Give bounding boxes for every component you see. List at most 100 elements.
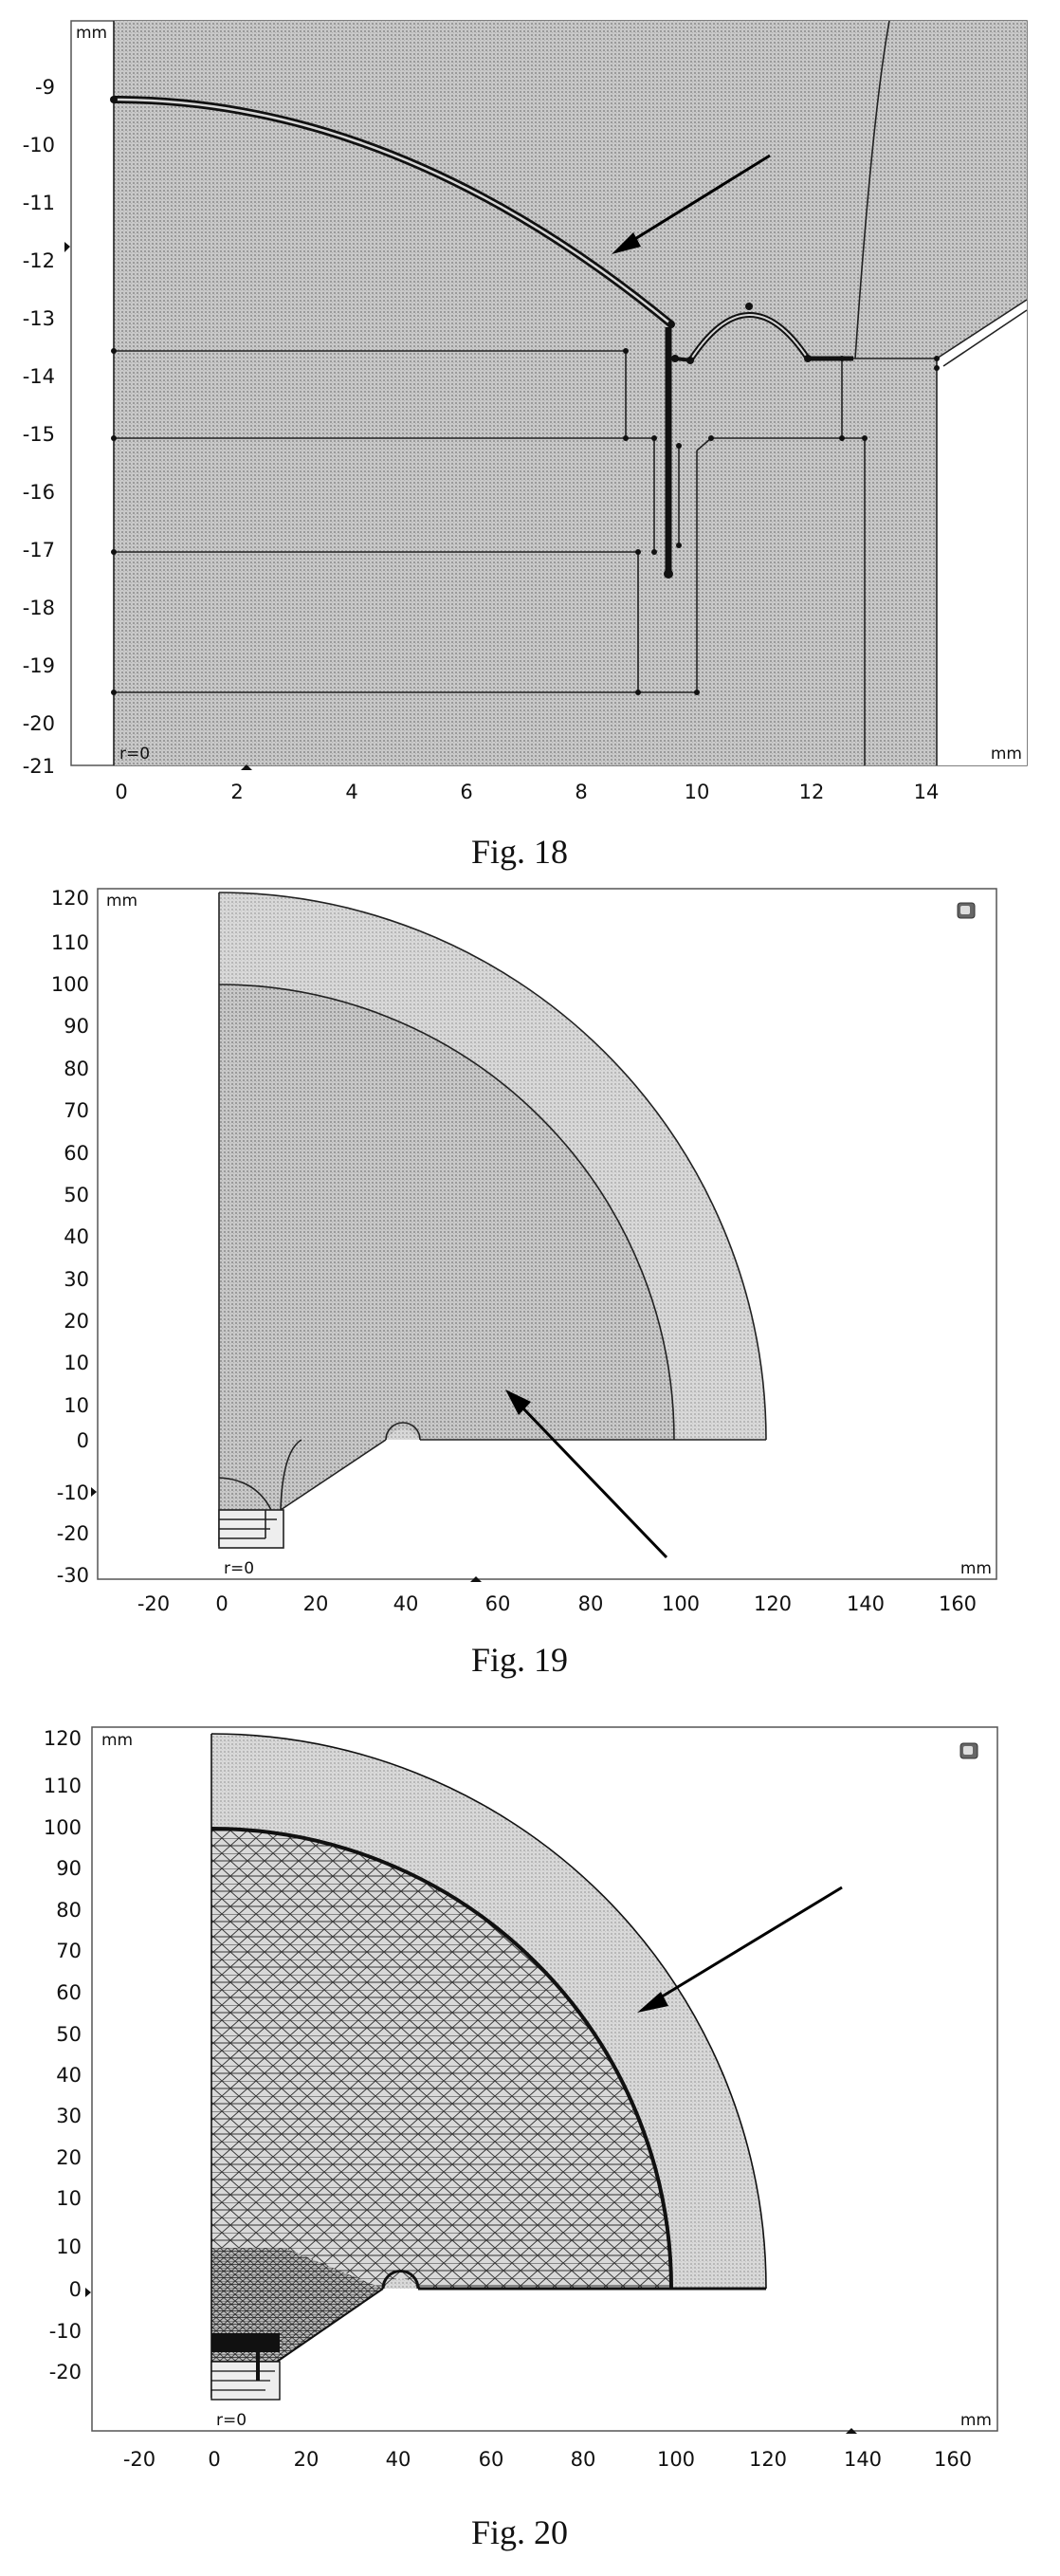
x-tick-label: 80 <box>578 1592 604 1615</box>
y-tick-label: -9 <box>35 76 55 99</box>
origin-label: r=0 <box>119 745 150 764</box>
x-tick-label: -20 <box>123 2448 155 2471</box>
x-tick-label: 160 <box>939 1592 977 1615</box>
y-tick-label: -12 <box>23 249 55 272</box>
y-tick-label: -14 <box>23 365 55 388</box>
geometry-boundaries <box>210 1733 767 2401</box>
figure-caption: Fig. 19 <box>471 1641 568 1679</box>
y-tick-label: 10 <box>64 1394 89 1417</box>
y-axis-labels-extra: 10 <box>64 1394 89 1417</box>
y-tick-label: 30 <box>56 2105 82 2127</box>
y-axis-labels: 120 110 100 90 80 70 60 50 40 30 20 10 0… <box>51 887 89 1587</box>
y-tick-label: -15 <box>23 423 55 446</box>
y-tick-label: 80 <box>56 1899 82 1922</box>
geometry-boundaries <box>218 892 767 1549</box>
arrow-pointer <box>505 1389 668 1559</box>
y-tick-label: 30 <box>64 1268 89 1291</box>
y-tick-label: -19 <box>23 654 55 677</box>
x-tick-label: 10 <box>685 781 710 803</box>
axis-unit-label: mm <box>960 2411 992 2430</box>
arrow-pointer <box>637 1886 843 2013</box>
x-tick-label: 120 <box>749 2448 787 2471</box>
x-tick-label: 120 <box>754 1592 792 1615</box>
y-axis-labels-extra: 10 <box>56 2236 82 2258</box>
view-cube-icon[interactable] <box>957 902 976 919</box>
axis-unit-label: mm <box>106 892 137 911</box>
y-tick-label: -10 <box>49 2320 82 2343</box>
arrow-pointer <box>612 154 771 254</box>
x-tick-label: 60 <box>479 2448 504 2471</box>
x-tick-label: 14 <box>914 781 940 803</box>
y-tick-label: 110 <box>44 1775 82 1797</box>
x-tick-label: 0 <box>115 781 127 803</box>
axis-marker-icon <box>85 2288 91 2297</box>
y-tick-label: -16 <box>23 481 55 504</box>
meshed-domain <box>211 1829 671 2362</box>
y-tick-label: 100 <box>51 973 89 996</box>
origin-label: r=0 <box>216 2411 247 2430</box>
x-tick-label: 2 <box>230 781 243 803</box>
x-tick-label: 20 <box>303 1592 329 1615</box>
x-axis-labels: 0 2 4 6 8 10 12 14 <box>115 781 939 803</box>
y-tick-label: 40 <box>56 2064 82 2087</box>
electrode-curve <box>113 96 853 579</box>
x-axis-labels: -20 0 20 40 60 80 100 120 140 160 <box>137 1592 977 1615</box>
figure-20: 120 110 100 90 80 70 60 50 40 30 20 10 0… <box>0 1717 1060 2572</box>
y-tick-label: 0 <box>69 2278 82 2301</box>
y-tick-label: 50 <box>56 2023 82 2046</box>
figure-18-canvas: -9 -10 -11 -12 -13 -14 -15 -16 -17 -18 -… <box>23 20 1028 871</box>
x-tick-label: 100 <box>657 2448 695 2471</box>
y-axis-labels: 120 110 100 90 80 70 60 50 40 30 20 10 0… <box>44 1727 82 2383</box>
x-tick-label: 12 <box>799 781 825 803</box>
y-tick-label: 50 <box>64 1184 89 1206</box>
y-tick-label: 20 <box>56 2146 82 2169</box>
axis-unit-label: mm <box>76 24 107 43</box>
y-tick-label: 70 <box>56 1940 82 1962</box>
x-tick-label: 40 <box>386 2448 411 2471</box>
x-tick-label: 0 <box>208 2448 220 2471</box>
axis-marker-icon <box>64 242 70 252</box>
y-tick-label: -10 <box>57 1481 89 1504</box>
y-tick-label: 10 <box>64 1352 89 1374</box>
y-tick-label: 120 <box>44 1727 82 1750</box>
y-tick-label: -20 <box>57 1522 89 1545</box>
y-tick-label: 0 <box>77 1429 89 1452</box>
x-axis-labels: -20 0 20 40 60 80 100 120 140 160 <box>123 2448 972 2471</box>
axis-marker-icon <box>241 764 252 770</box>
axis-marker-icon <box>91 1487 97 1497</box>
y-tick-label: -10 <box>23 134 55 156</box>
figure-19-canvas: 120 110 100 90 80 70 60 50 40 30 20 10 0… <box>51 887 997 1679</box>
axis-unit-label: mm <box>991 745 1022 764</box>
axis-unit-label: mm <box>960 1559 992 1578</box>
x-tick-label: 140 <box>844 2448 882 2471</box>
y-tick-label: 20 <box>64 1310 89 1333</box>
y-tick-label: 90 <box>64 1015 89 1038</box>
axis-marker-icon <box>846 2428 857 2434</box>
y-tick-label: 100 <box>44 1816 82 1839</box>
x-tick-label: -20 <box>137 1592 170 1615</box>
y-tick-label: -13 <box>23 307 55 330</box>
x-tick-label: 40 <box>393 1592 419 1615</box>
y-tick-label: 110 <box>51 931 89 954</box>
view-cube-icon[interactable] <box>959 1742 978 1759</box>
y-tick-label: 60 <box>64 1142 89 1165</box>
origin-label: r=0 <box>224 1559 254 1578</box>
y-tick-label: 120 <box>51 887 89 910</box>
y-tick-label: -20 <box>23 712 55 735</box>
x-tick-label: 100 <box>662 1592 700 1615</box>
x-tick-label: 8 <box>575 781 587 803</box>
figure-18: -9 -10 -11 -12 -13 -14 -15 -16 -17 -18 -… <box>0 0 1060 892</box>
y-tick-label: -21 <box>23 755 55 778</box>
y-tick-label: 90 <box>56 1857 82 1880</box>
y-tick-label: -18 <box>23 597 55 619</box>
y-tick-label: 60 <box>56 1981 82 2004</box>
geometry-domain <box>114 21 1027 765</box>
x-tick-label: 6 <box>460 781 472 803</box>
figure-caption: Fig. 20 <box>471 2513 568 2551</box>
y-tick-label: 10 <box>56 2187 82 2210</box>
axis-marker-icon <box>470 1576 482 1582</box>
y-tick-label: -11 <box>23 192 55 214</box>
y-tick-label: 70 <box>64 1099 89 1122</box>
axis-unit-label: mm <box>101 1731 133 1750</box>
y-tick-label: -30 <box>57 1564 89 1587</box>
